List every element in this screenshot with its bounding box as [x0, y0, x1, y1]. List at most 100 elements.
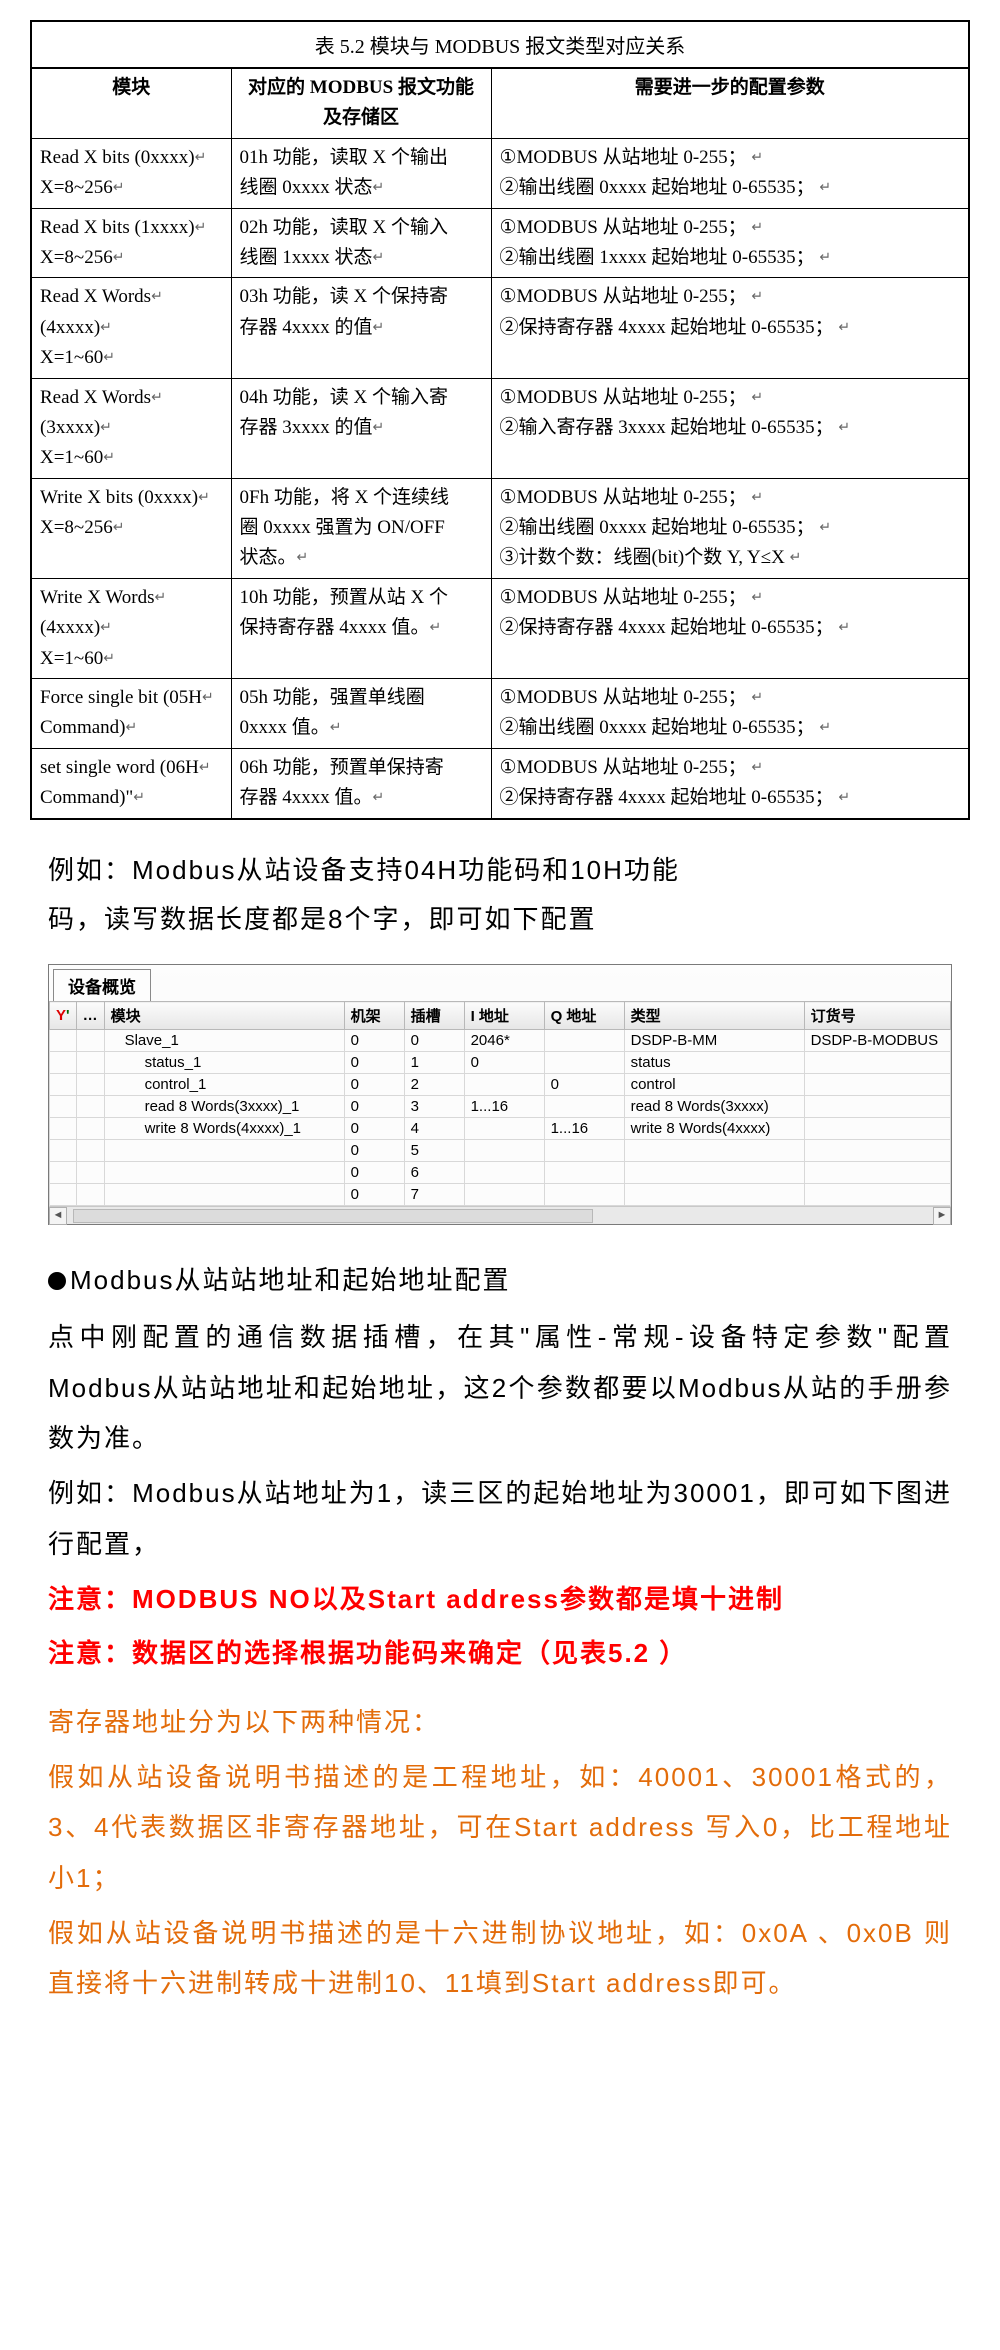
grid-cell-module[interactable]: read 8 Words(3xxxx)_1 [104, 1096, 344, 1118]
scroll-right-button[interactable]: ► [933, 1207, 951, 1225]
grid-cell-type[interactable] [624, 1162, 804, 1184]
table-cell: ①MODBUS 从站地址 0-255； ↵②输出线圈 0xxxx 起始地址 0-… [491, 138, 969, 208]
grid-cell-type[interactable]: control [624, 1074, 804, 1096]
grid-cell-order[interactable]: DSDP-B-MODBUS [804, 1030, 950, 1052]
grid-head-order[interactable]: 订货号 [804, 1002, 950, 1030]
grid-cell-rack[interactable]: 0 [344, 1162, 404, 1184]
section-heading: Modbus从站站地址和起始地址配置 [70, 1255, 511, 1306]
grid-cell-order[interactable] [804, 1096, 950, 1118]
grid-head-slot[interactable]: 插槽 [404, 1002, 464, 1030]
grid-cell [50, 1118, 77, 1140]
grid-cell-iaddr[interactable] [464, 1184, 544, 1206]
table-cell: ①MODBUS 从站地址 0-255； ↵②输出线圈 1xxxx 起始地址 0-… [491, 208, 969, 278]
grid-cell-type[interactable] [624, 1184, 804, 1206]
grid-cell-qaddr[interactable]: 0 [544, 1074, 624, 1096]
grid-cell-slot[interactable]: 3 [404, 1096, 464, 1118]
grid-row[interactable]: write 8 Words(4xxxx)_104 1...16write 8 Wo… [50, 1118, 951, 1140]
grid-cell-slot[interactable]: 4 [404, 1118, 464, 1140]
grid-cell-order[interactable] [804, 1162, 950, 1184]
grid-cell-module[interactable]: Slave_1 [104, 1030, 344, 1052]
device-overview-panel: 设备概览 Y' … 模块 机架 插槽 I 地址 Q 地址 类型 订货号 S [48, 964, 952, 1225]
grid-cell-order[interactable] [804, 1184, 950, 1206]
grid-cell [76, 1162, 104, 1184]
para-line: 例如：Modbus从站设备支持04H功能码和10H功能 [48, 846, 952, 895]
grid-cell-module[interactable] [104, 1140, 344, 1162]
grid-head-type[interactable]: 类型 [624, 1002, 804, 1030]
table-cell: 02h 功能，读取 X 个输入线圈 1xxxx 状态↵ [231, 208, 491, 278]
grid-cell-rack[interactable]: 0 [344, 1074, 404, 1096]
grid-cell-order[interactable] [804, 1052, 950, 1074]
note-text: 假如从站设备说明书描述的是工程地址，如：40001、30001格式的，3、4代表… [48, 1752, 952, 1904]
grid-row[interactable]: 07 [50, 1184, 951, 1206]
grid-row[interactable]: status_1010status [50, 1052, 951, 1074]
grid-cell [50, 1140, 77, 1162]
device-overview-tab[interactable]: 设备概览 [53, 969, 151, 1001]
grid-head-module[interactable]: 模块 [104, 1002, 344, 1030]
grid-row[interactable]: 06 [50, 1162, 951, 1184]
grid-cell-module[interactable]: control_1 [104, 1074, 344, 1096]
grid-head-qaddr[interactable]: Q 地址 [544, 1002, 624, 1030]
grid-head-rack[interactable]: 机架 [344, 1002, 404, 1030]
grid-cell-qaddr[interactable] [544, 1162, 624, 1184]
table-cell: ①MODBUS 从站地址 0-255； ↵②保持寄存器 4xxxx 起始地址 0… [491, 278, 969, 378]
table-5-2-caption: 表 5.2 模块与 MODBUS 报文类型对应关系 [30, 20, 970, 67]
grid-cell-slot[interactable]: 6 [404, 1162, 464, 1184]
grid-cell-qaddr[interactable] [544, 1184, 624, 1206]
grid-cell-slot[interactable]: 7 [404, 1184, 464, 1206]
grid-cell-qaddr[interactable] [544, 1030, 624, 1052]
scroll-left-button[interactable]: ◄ [49, 1207, 67, 1225]
grid-head-iaddr[interactable]: I 地址 [464, 1002, 544, 1030]
table-cell: Read X Words↵(4xxxx)↵X=1~60↵ [31, 278, 231, 378]
grid-cell-iaddr[interactable] [464, 1118, 544, 1140]
grid-cell-qaddr[interactable]: 1...16 [544, 1118, 624, 1140]
horizontal-scrollbar[interactable]: ◄ ► [49, 1206, 951, 1224]
grid-cell-type[interactable] [624, 1140, 804, 1162]
grid-cell-rack[interactable]: 0 [344, 1096, 404, 1118]
grid-cell-iaddr[interactable] [464, 1162, 544, 1184]
grid-cell-type[interactable]: DSDP-B-MM [624, 1030, 804, 1052]
grid-cell-order[interactable] [804, 1074, 950, 1096]
table-cell: set single word (06H↵Command)"↵ [31, 748, 231, 818]
grid-cell-type[interactable]: write 8 Words(4xxxx) [624, 1118, 804, 1140]
grid-cell [50, 1184, 77, 1206]
grid-cell-iaddr[interactable]: 2046* [464, 1030, 544, 1052]
table-cell: ①MODBUS 从站地址 0-255； ↵②保持寄存器 4xxxx 起始地址 0… [491, 748, 969, 818]
grid-cell-qaddr[interactable] [544, 1096, 624, 1118]
grid-cell-order[interactable] [804, 1140, 950, 1162]
scroll-thumb[interactable] [73, 1209, 593, 1223]
grid-cell-module[interactable]: status_1 [104, 1052, 344, 1074]
grid-row[interactable]: 05 [50, 1140, 951, 1162]
grid-row[interactable]: Slave_1002046*DSDP-B-MMDSDP-B-MODBUS [50, 1030, 951, 1052]
table-cell: 06h 功能，预置单保持寄存器 4xxxx 值。↵ [231, 748, 491, 818]
grid-cell-slot[interactable]: 1 [404, 1052, 464, 1074]
grid-cell-order[interactable] [804, 1118, 950, 1140]
grid-cell-iaddr[interactable]: 0 [464, 1052, 544, 1074]
grid-cell [76, 1096, 104, 1118]
table-cell: ①MODBUS 从站地址 0-255； ↵②输出线圈 0xxxx 起始地址 0-… [491, 478, 969, 578]
grid-cell-type[interactable]: read 8 Words(3xxxx) [624, 1096, 804, 1118]
grid-cell-slot[interactable]: 0 [404, 1030, 464, 1052]
grid-cell-slot[interactable]: 5 [404, 1140, 464, 1162]
grid-cell-module[interactable]: write 8 Words(4xxxx)_1 [104, 1118, 344, 1140]
grid-cell-slot[interactable]: 2 [404, 1074, 464, 1096]
table-cell: ①MODBUS 从站地址 0-255； ↵②输入寄存器 3xxxx 起始地址 0… [491, 378, 969, 478]
grid-row[interactable]: read 8 Words(3xxxx)_1031...16 read 8 Word… [50, 1096, 951, 1118]
grid-cell-rack[interactable]: 0 [344, 1140, 404, 1162]
grid-cell-qaddr[interactable] [544, 1140, 624, 1162]
grid-cell-module[interactable] [104, 1184, 344, 1206]
table-cell: ①MODBUS 从站地址 0-255； ↵②保持寄存器 4xxxx 起始地址 0… [491, 578, 969, 678]
grid-cell-rack[interactable]: 0 [344, 1184, 404, 1206]
grid-cell-iaddr[interactable] [464, 1074, 544, 1096]
grid-cell-iaddr[interactable]: 1...16 [464, 1096, 544, 1118]
grid-cell [50, 1030, 77, 1052]
grid-cell-type[interactable]: status [624, 1052, 804, 1074]
grid-row[interactable]: control_1020control [50, 1074, 951, 1096]
grid-cell-qaddr[interactable] [544, 1052, 624, 1074]
th-module: 模块 [31, 68, 231, 138]
table-cell: 05h 功能，强置单线圈0xxxx 值。↵ [231, 679, 491, 749]
grid-cell-module[interactable] [104, 1162, 344, 1184]
grid-cell-iaddr[interactable] [464, 1140, 544, 1162]
grid-cell-rack[interactable]: 0 [344, 1118, 404, 1140]
grid-cell-rack[interactable]: 0 [344, 1030, 404, 1052]
grid-cell-rack[interactable]: 0 [344, 1052, 404, 1074]
